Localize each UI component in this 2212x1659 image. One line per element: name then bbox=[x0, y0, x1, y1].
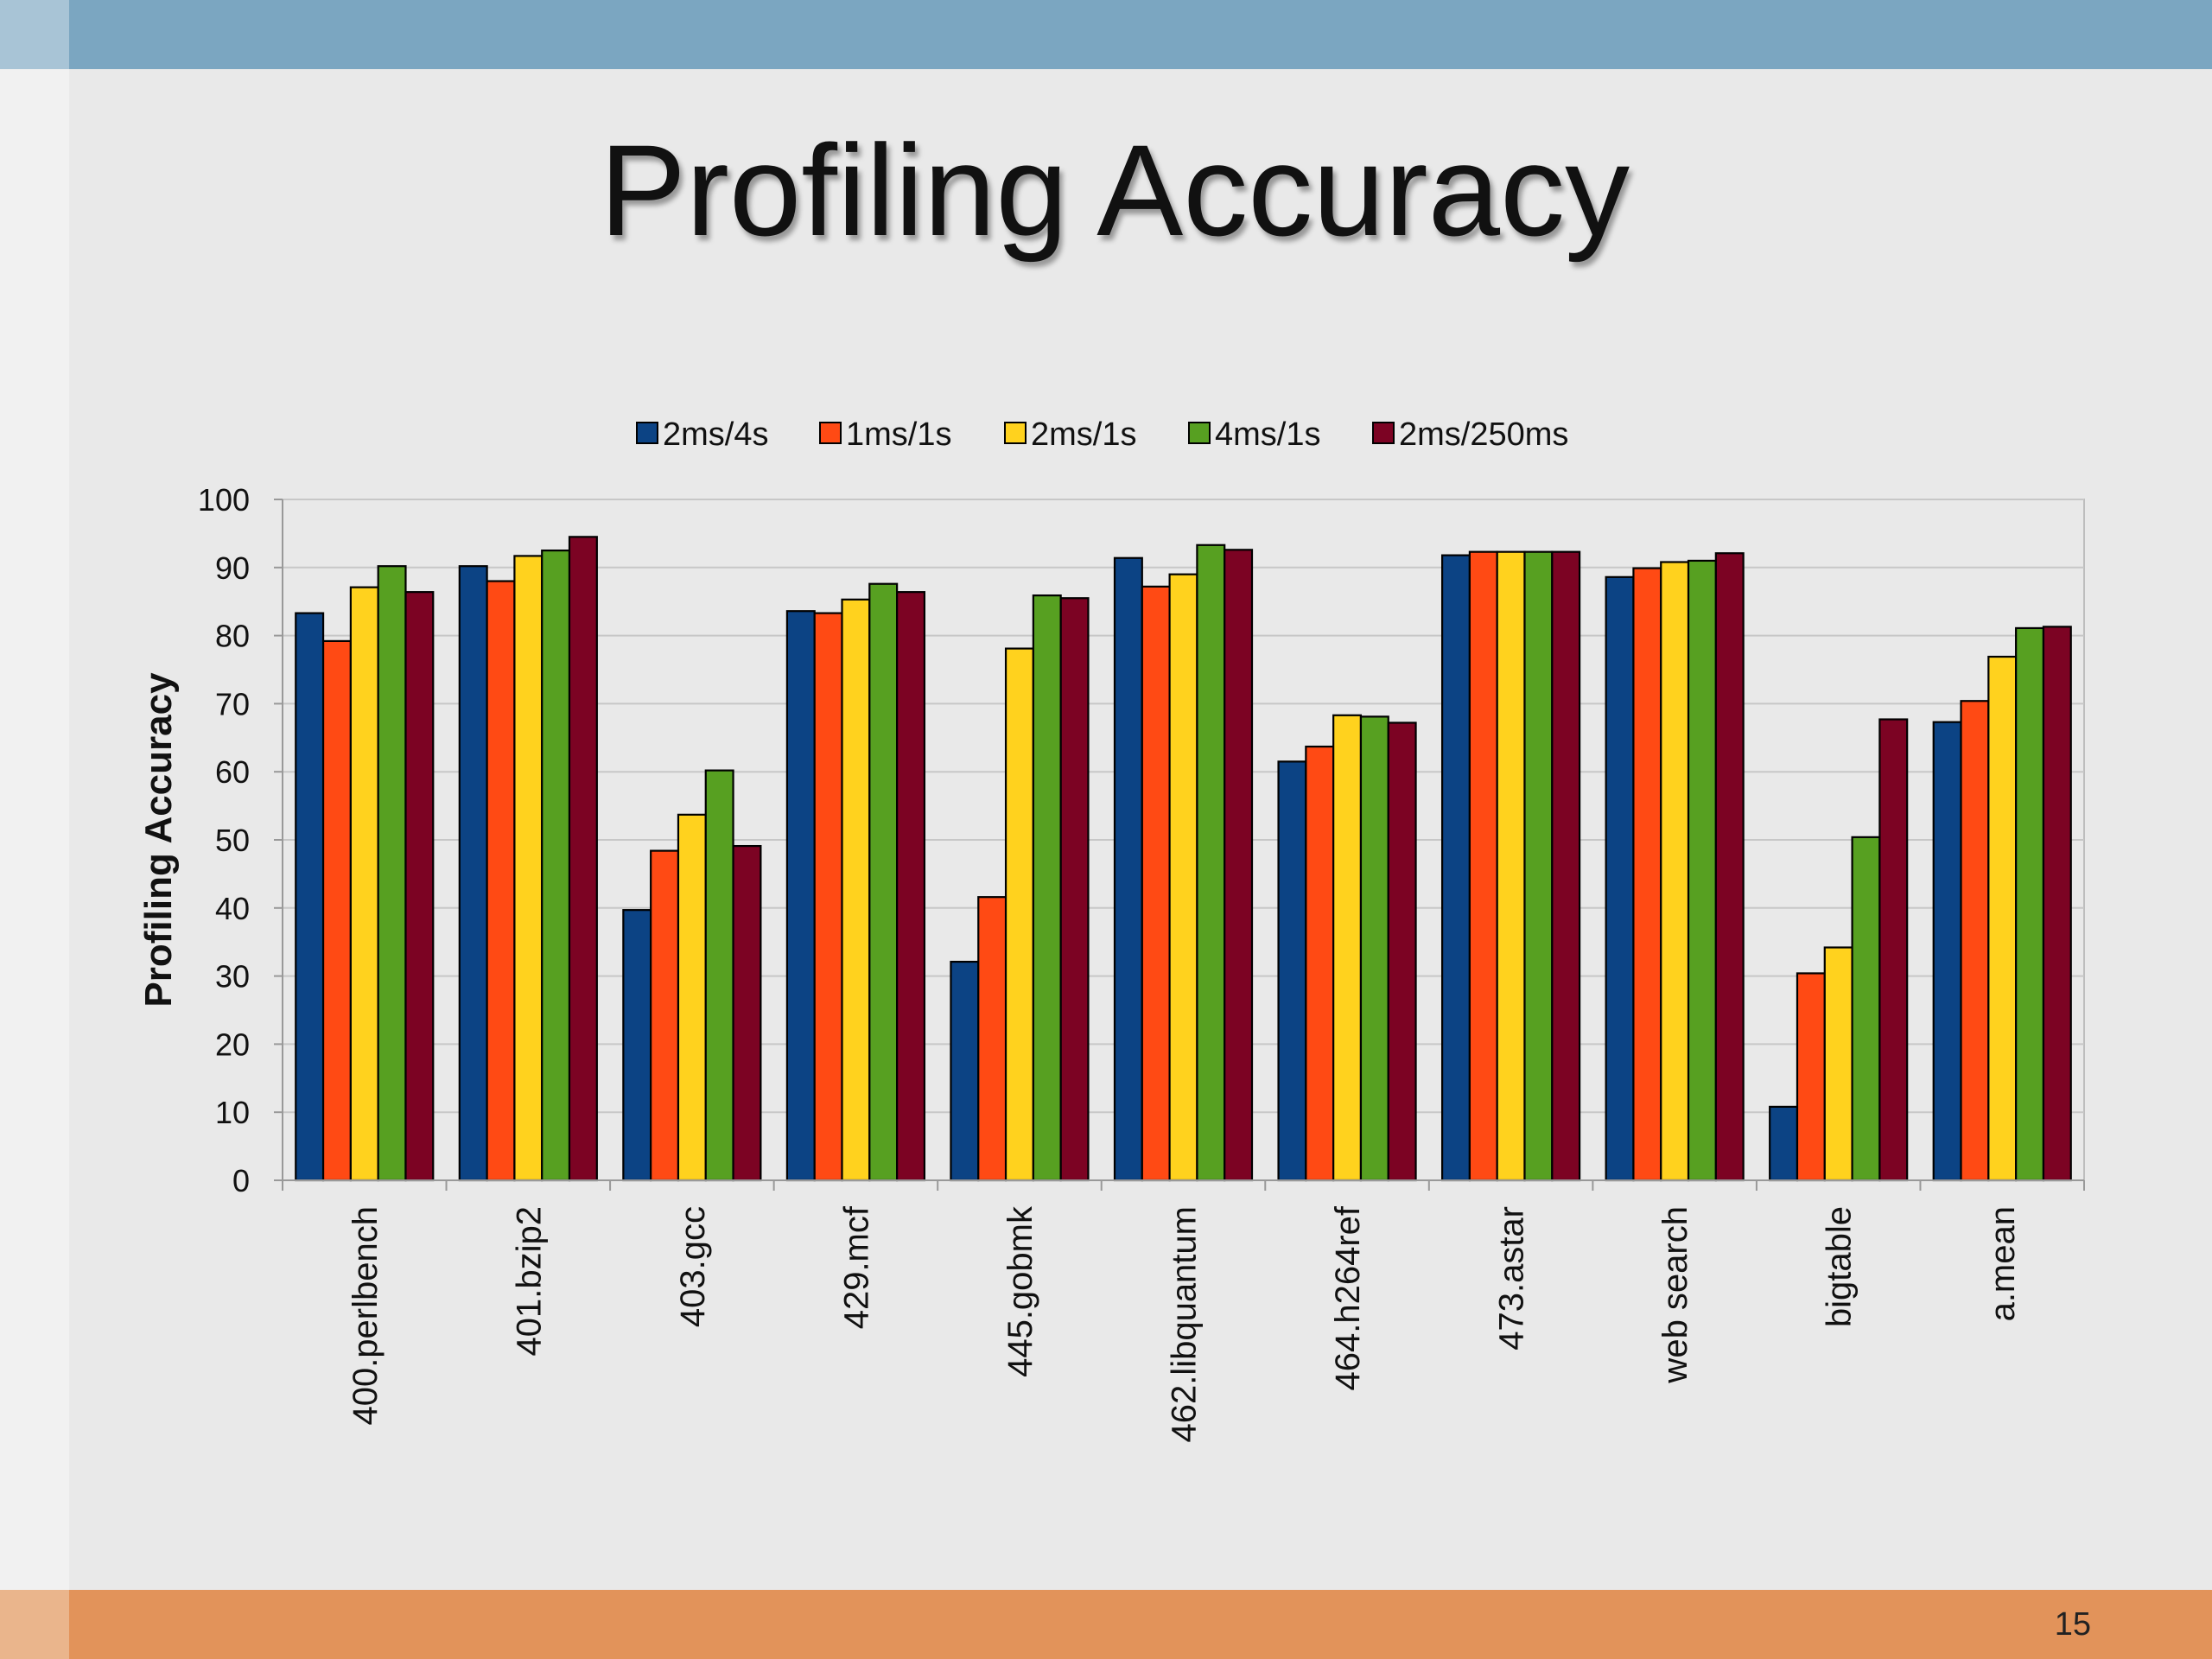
y-tick-label: 60 bbox=[215, 754, 250, 790]
bar-401-bzip2-series-3 bbox=[541, 549, 571, 1182]
top-band bbox=[69, 0, 2212, 69]
x-tick-label: 445.gobmk bbox=[1001, 1205, 1039, 1377]
bar-400-perlbench-series-1 bbox=[321, 639, 352, 1182]
bar-429-mcf-series-4 bbox=[896, 591, 926, 1182]
bar-473-astar-series-3 bbox=[1523, 550, 1554, 1182]
bottom-band-corner bbox=[0, 1590, 69, 1659]
bar-web-search-series-1 bbox=[1632, 567, 1662, 1182]
bar-473-astar-series-1 bbox=[1468, 550, 1498, 1182]
bar-401-bzip2-series-1 bbox=[486, 580, 516, 1182]
x-tick-label: a.mean bbox=[1984, 1206, 2022, 1321]
bar-445-gobmk-series-0 bbox=[950, 960, 980, 1182]
x-tick-label: 403.gcc bbox=[674, 1206, 712, 1327]
bar-462-libquantum-series-3 bbox=[1196, 543, 1226, 1182]
y-tick-label: 20 bbox=[215, 1027, 250, 1062]
bar-a-mean-series-0 bbox=[1932, 721, 1962, 1182]
bar-a-mean-series-4 bbox=[2042, 626, 2072, 1182]
bar-464-h264ref-series-2 bbox=[1332, 714, 1363, 1182]
bar-web-search-series-3 bbox=[1687, 559, 1717, 1182]
y-axis-title: Profiling Accuracy bbox=[137, 672, 180, 1007]
bar-462-libquantum-series-1 bbox=[1141, 585, 1171, 1182]
legend-swatch-3 bbox=[1188, 422, 1211, 444]
bar-445-gobmk-series-1 bbox=[977, 896, 1007, 1182]
bar-429-mcf-series-3 bbox=[868, 582, 899, 1182]
y-tick-label: 90 bbox=[215, 550, 250, 586]
bar-464-h264ref-series-1 bbox=[1305, 745, 1335, 1182]
bar-464-h264ref-series-3 bbox=[1359, 715, 1389, 1182]
bar-a-mean-series-2 bbox=[1987, 655, 2018, 1182]
left-margin-strip bbox=[0, 69, 69, 1590]
bar-429-mcf-series-1 bbox=[813, 612, 843, 1182]
bar-bigtable-series-0 bbox=[1769, 1105, 1799, 1182]
legend-swatch-2 bbox=[1004, 422, 1027, 444]
bar-400-perlbench-series-2 bbox=[349, 586, 379, 1182]
slide-title: Profiling Accuracy bbox=[599, 118, 1630, 263]
bar-403-gcc-series-1 bbox=[650, 849, 680, 1182]
bar-473-astar-series-0 bbox=[1440, 554, 1471, 1182]
bottom-band bbox=[69, 1590, 2212, 1659]
bar-429-mcf-series-2 bbox=[841, 598, 871, 1182]
bar-462-libquantum-series-0 bbox=[1113, 556, 1143, 1182]
legend-label: 2ms/1s bbox=[1031, 416, 1136, 453]
y-tick-label: 70 bbox=[215, 686, 250, 721]
x-tick-label: 462.libquantum bbox=[1166, 1206, 1204, 1443]
y-tick-label: 0 bbox=[232, 1163, 250, 1198]
legend-label: 4ms/1s bbox=[1215, 416, 1320, 453]
bar-400-perlbench-series-3 bbox=[377, 565, 407, 1182]
bar-400-perlbench-series-0 bbox=[295, 612, 325, 1182]
bar-462-libquantum-series-2 bbox=[1168, 573, 1198, 1182]
bar-web-search-series-2 bbox=[1660, 561, 1690, 1182]
bar-445-gobmk-series-3 bbox=[1032, 594, 1062, 1182]
bar-400-perlbench-series-4 bbox=[404, 591, 435, 1182]
x-tick-label: 400.perlbench bbox=[346, 1206, 385, 1426]
x-tick-label: 464.h264ref bbox=[1329, 1205, 1367, 1390]
bar-403-gcc-series-2 bbox=[677, 813, 707, 1182]
bar-429-mcf-series-0 bbox=[785, 610, 816, 1182]
bar-bigtable-series-3 bbox=[1851, 836, 1881, 1182]
y-tick-label: 80 bbox=[215, 619, 250, 654]
bar-bigtable-series-4 bbox=[1878, 718, 1909, 1182]
bar-bigtable-series-2 bbox=[1823, 946, 1853, 1182]
bar-403-gcc-series-3 bbox=[704, 769, 734, 1182]
slide-number: 15 bbox=[2054, 1606, 2091, 1643]
x-tick-label: 429.mcf bbox=[837, 1205, 875, 1329]
bar-464-h264ref-series-4 bbox=[1387, 721, 1417, 1182]
y-tick-label: 10 bbox=[215, 1095, 250, 1130]
bar-473-astar-series-2 bbox=[1496, 550, 1526, 1182]
x-tick-label: 473.astar bbox=[1493, 1206, 1531, 1351]
bar-403-gcc-series-0 bbox=[622, 909, 652, 1182]
bar-web-search-series-4 bbox=[1714, 552, 1745, 1182]
bar-464-h264ref-series-0 bbox=[1277, 760, 1307, 1182]
legend-label: 1ms/1s bbox=[846, 416, 951, 453]
top-band-corner bbox=[0, 0, 69, 69]
x-tick-label: web search bbox=[1656, 1206, 1694, 1384]
y-tick-label: 30 bbox=[215, 959, 250, 995]
bar-445-gobmk-series-2 bbox=[1004, 647, 1034, 1182]
legend-label: 2ms/4s bbox=[663, 416, 768, 453]
bar-401-bzip2-series-2 bbox=[513, 555, 543, 1182]
y-tick-label: 100 bbox=[198, 482, 250, 518]
bar-a-mean-series-1 bbox=[1960, 700, 1990, 1182]
bar-403-gcc-series-4 bbox=[732, 844, 762, 1182]
bar-473-astar-series-4 bbox=[1551, 550, 1581, 1182]
y-tick-label: 40 bbox=[215, 891, 250, 926]
bar-401-bzip2-series-4 bbox=[568, 536, 598, 1182]
bar-web-search-series-0 bbox=[1605, 575, 1635, 1182]
legend-swatch-1 bbox=[819, 422, 842, 444]
bar-a-mean-series-3 bbox=[2015, 626, 2045, 1182]
x-tick-label: bigtable bbox=[1821, 1206, 1859, 1327]
bar-445-gobmk-series-4 bbox=[1059, 597, 1090, 1182]
legend-swatch-4 bbox=[1372, 422, 1395, 444]
bar-401-bzip2-series-0 bbox=[458, 565, 488, 1182]
x-tick-label: 401.bzip2 bbox=[510, 1206, 548, 1356]
legend-label: 2ms/250ms bbox=[1399, 416, 1568, 453]
y-tick-label: 50 bbox=[215, 823, 250, 858]
bar-462-libquantum-series-4 bbox=[1224, 549, 1254, 1182]
legend-swatch-0 bbox=[636, 422, 658, 444]
bar-bigtable-series-1 bbox=[1796, 972, 1826, 1182]
